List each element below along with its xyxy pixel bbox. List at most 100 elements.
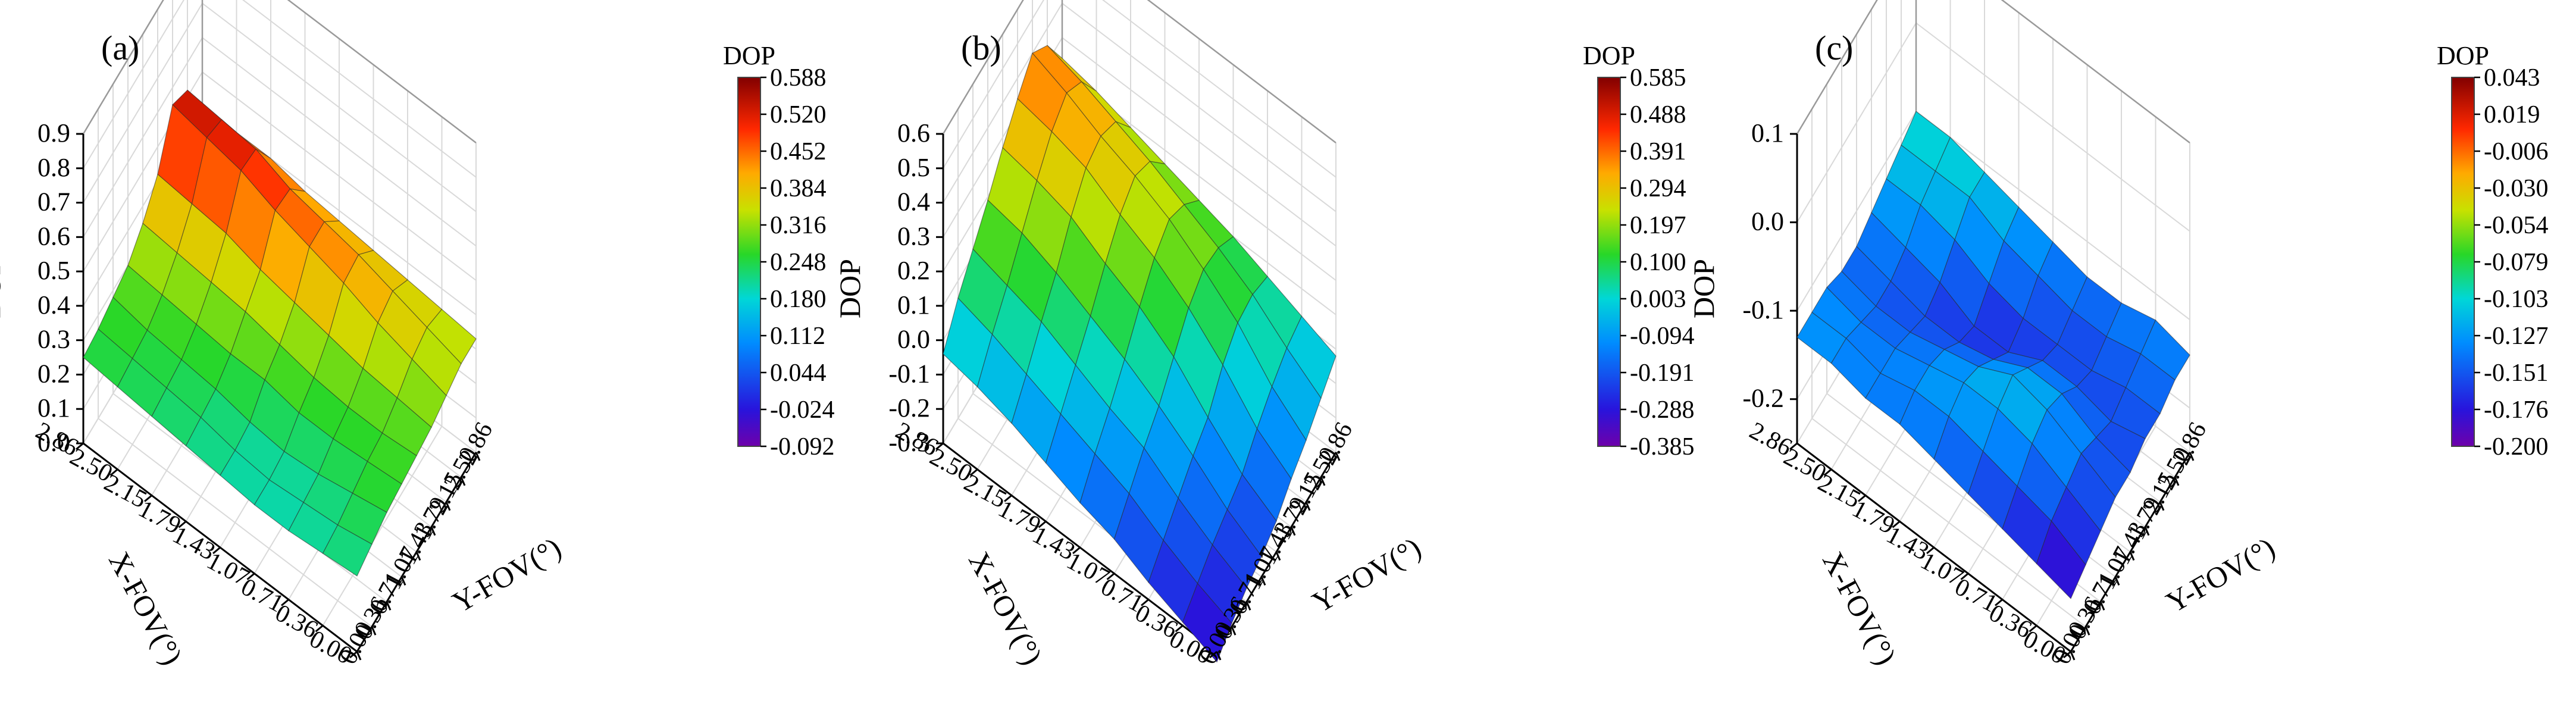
panel-label: (c) <box>1815 29 1853 67</box>
panel-label: (b) <box>961 29 1001 67</box>
y-tick <box>1216 651 1222 661</box>
x-tick <box>1106 572 1115 580</box>
colorbar-tick-label: 0.019 <box>2484 101 2540 129</box>
y-axis-label: Y-FOV(°) <box>447 531 567 619</box>
dop-surface <box>943 45 1336 663</box>
z-tick-label: 0.4 <box>37 290 70 320</box>
y-axis-label: Y-FOV(°) <box>1307 531 1427 619</box>
colorbar-tick-label: 0.588 <box>770 64 827 92</box>
colorbar-tick-label: -0.200 <box>2484 433 2549 461</box>
colorbar-tick-label: 0.112 <box>770 323 825 350</box>
x-tick <box>1141 599 1149 606</box>
colorbar-tick-label: -0.191 <box>1630 359 1695 387</box>
x-tick <box>281 599 289 606</box>
x-tick <box>109 468 118 476</box>
y-tick <box>1335 452 1341 461</box>
colorbar-tick-label: -0.024 <box>770 396 835 424</box>
z-axis-label: DOP <box>1687 259 1720 318</box>
y-axis-label: Y-FOV(°) <box>2161 531 2281 619</box>
colorbar-tick-label: -0.288 <box>1630 396 1695 424</box>
colorbar-tick-label: -0.079 <box>2484 249 2549 276</box>
x-tick <box>969 468 978 476</box>
z-tick-label: 0.1 <box>37 393 70 423</box>
x-tick <box>1175 625 1184 633</box>
z-tick-label: 0.7 <box>37 187 70 217</box>
chart-panel-3: -0.2-0.10.00.1DOP0.000.360.711.071.431.7… <box>1687 0 2549 670</box>
wall-frame <box>82 0 477 143</box>
y-tick <box>1231 626 1237 636</box>
x-tick <box>178 521 187 528</box>
y-tick <box>2159 502 2165 511</box>
y-tick <box>2114 576 2120 586</box>
y-tick <box>1260 576 1266 586</box>
y-tick <box>1305 502 1311 511</box>
dop-surface <box>1796 111 2190 599</box>
x-tick <box>144 495 152 502</box>
z-tick-label: -0.1 <box>1742 295 1784 324</box>
colorbar-title: DOP <box>723 41 775 70</box>
colorbar-tick-label: 0.585 <box>1630 64 1686 92</box>
y-tick <box>2129 551 2135 561</box>
colorbar-tick-label: 0.197 <box>1630 212 1686 239</box>
colorbar-gradient <box>2451 77 2475 447</box>
y-tick <box>356 651 362 661</box>
wall-grid-line <box>83 0 477 178</box>
x-tick <box>349 650 358 659</box>
colorbar-gradient <box>737 77 761 447</box>
colorbar-tick-label: 0.391 <box>1630 138 1686 165</box>
colorbar-tick-label: 0.316 <box>770 212 827 239</box>
y-tick <box>2174 477 2180 486</box>
y-tick <box>2070 651 2076 661</box>
x-axis-label: X-FOV(°) <box>1816 546 1903 670</box>
z-tick-label: 0.4 <box>897 187 930 217</box>
z-axis-label: DOP <box>833 259 866 318</box>
colorbar-tick-label: 0.294 <box>1630 175 1686 202</box>
z-axis-label: DOP <box>0 259 7 318</box>
chart-panel-2: -0.3 -0.2 -0.1 0.0 0.1 0.2 0.3 0.4 0.5 0.6 DOP 0.00… <box>833 0 1695 670</box>
wall-frame <box>1796 0 2190 143</box>
y-tick <box>386 601 392 611</box>
colorbar-tick-label: 0.384 <box>770 175 827 202</box>
y-tick <box>445 502 451 511</box>
y-tick <box>2189 452 2195 461</box>
wall-frame <box>942 0 1336 143</box>
x-tick <box>1789 442 1798 450</box>
wall-grid-line <box>943 0 1336 178</box>
colorbar-tick-label: -0.176 <box>2484 396 2549 424</box>
surface-cell <box>2036 520 2086 599</box>
colorbar-tick-label: -0.127 <box>2484 323 2549 350</box>
colorbar-tick-label: -0.006 <box>2484 138 2549 165</box>
x-tick <box>315 625 324 633</box>
surface-cell <box>322 524 373 577</box>
z-tick-label: 0.5 <box>897 153 930 182</box>
x-tick <box>1995 599 2003 606</box>
colorbar-tick-label: -0.385 <box>1630 433 1695 461</box>
x-tick <box>935 442 944 450</box>
y-tick <box>2099 601 2105 611</box>
z-tick-label: 0.1 <box>1751 118 1784 148</box>
x-axis-label: X-FOV(°) <box>102 546 189 670</box>
x-tick <box>1823 468 1832 476</box>
colorbar-tick-label: 0.520 <box>770 101 827 129</box>
colorbar-tick-label: -0.054 <box>2484 212 2549 239</box>
x-tick <box>1892 521 1901 528</box>
z-tick-label: -0.1 <box>888 359 930 388</box>
y-tick <box>1290 527 1296 536</box>
panel-label: (a) <box>101 29 139 67</box>
z-tick-label: 0.3 <box>897 221 930 251</box>
colorbar-title: DOP <box>2437 41 2489 70</box>
y-tick <box>2144 527 2150 536</box>
z-tick-label: -0.2 <box>1742 384 1784 413</box>
x-tick <box>212 546 221 555</box>
x-tick <box>76 442 84 450</box>
z-tick-label: 0.3 <box>37 325 70 354</box>
x-tick <box>2063 650 2071 659</box>
colorbar-tick-label: 0.100 <box>1630 249 1686 276</box>
z-tick-label: 0.8 <box>37 153 70 182</box>
colorbar-tick-label: 0.003 <box>1630 286 1686 313</box>
z-tick-label: -0.2 <box>888 393 930 423</box>
colorbar-tick-label: -0.092 <box>770 433 835 461</box>
chart-panel-1: 0.00.10.20.30.40.50.60.70.80.9DOP0.000.3… <box>0 0 835 670</box>
